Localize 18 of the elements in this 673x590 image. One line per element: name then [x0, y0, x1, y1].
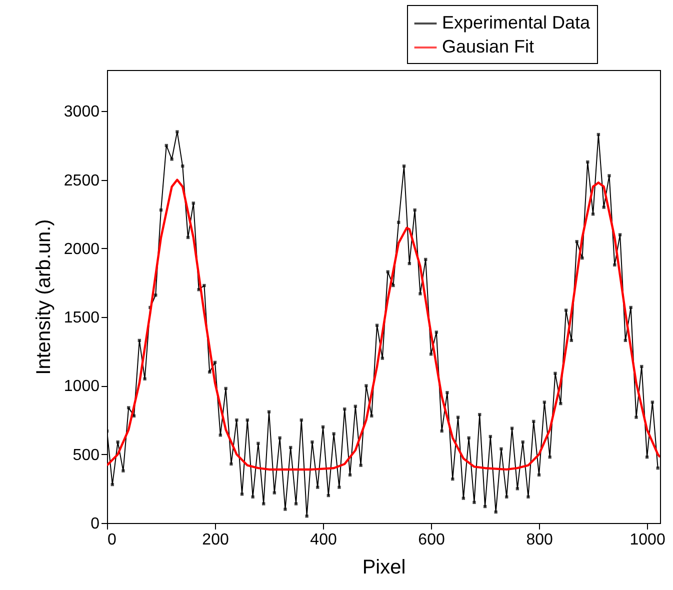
- y-tick-label: 500: [72, 446, 100, 464]
- y-tick-label: 1500: [64, 310, 100, 327]
- legend-label: Experimental Data: [442, 12, 592, 32]
- y-tick-label: 1000: [64, 378, 100, 396]
- y-tick-label: 3000: [64, 104, 100, 121]
- legend-label: Gausian Fit: [442, 36, 534, 56]
- x-tick-label: 200: [202, 532, 229, 548]
- y-tick-label: 0: [90, 516, 100, 532]
- x-tick-label: 600: [418, 532, 445, 548]
- y-tick-label: 2500: [64, 172, 100, 190]
- x-tick-label: 800: [526, 532, 553, 548]
- y-axis-title: Intensity (arb.un.): [32, 219, 55, 375]
- x-tick-label: 1000: [630, 532, 666, 548]
- x-tick-label: 0: [108, 532, 116, 548]
- y-tick-label: 2000: [64, 240, 100, 258]
- x-axis-title: Pixel: [362, 556, 406, 578]
- line-series: [107, 178, 660, 471]
- x-tick-label: 400: [310, 532, 337, 548]
